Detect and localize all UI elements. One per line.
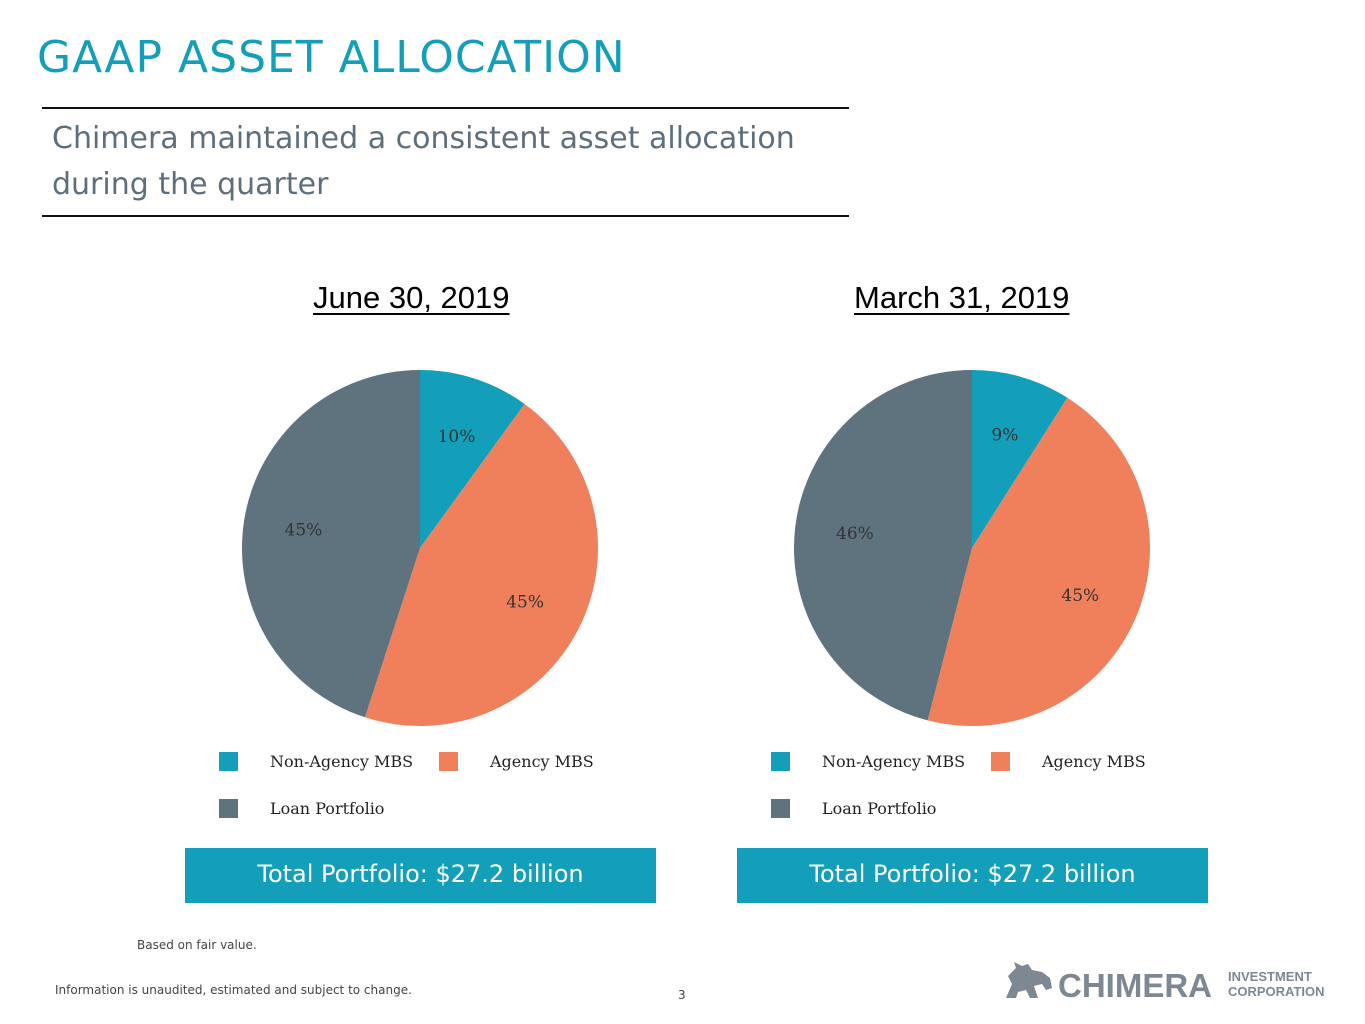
chimera-creature-icon xyxy=(1006,962,1052,998)
slice-agency-mbs xyxy=(927,397,1150,726)
legend-swatch xyxy=(439,752,458,771)
logo-line1: INVESTMENT xyxy=(1228,969,1312,984)
footnote: Based on fair value. xyxy=(137,938,257,952)
legend-label: Agency MBS xyxy=(490,752,594,771)
subtitle-divider xyxy=(42,215,849,217)
page-number: 3 xyxy=(678,988,686,1002)
chart-title-march: March 31, 2019 xyxy=(854,280,1070,315)
label-agency-mbs: 45% xyxy=(506,593,544,613)
pie-chart-june: 10% 45% 45% xyxy=(242,370,598,726)
slice-loan-portfolio xyxy=(793,370,972,721)
slice-non-agency-mbs xyxy=(420,370,525,548)
total-portfolio-june: Total Portfolio: $27.2 billion xyxy=(185,848,656,903)
chimera-logo: CHIMERA INVESTMENT CORPORATION xyxy=(1006,962,1325,1002)
logo-line2: CORPORATION xyxy=(1228,984,1325,999)
slide-subtitle: Chimera maintained a consistent asset al… xyxy=(52,121,795,202)
label-loan-portfolio: 46% xyxy=(836,524,874,544)
total-portfolio-march: Total Portfolio: $27.2 billion xyxy=(737,848,1208,903)
slice-agency-mbs xyxy=(364,403,598,726)
legend-swatch xyxy=(219,799,238,818)
legend-label: Loan Portfolio xyxy=(270,799,385,818)
label-agency-mbs: 45% xyxy=(1061,586,1099,606)
legend-label: Non-Agency MBS xyxy=(270,752,414,771)
legend-label: Loan Portfolio xyxy=(822,799,937,818)
legend-label: Agency MBS xyxy=(1042,752,1146,771)
slice-non-agency-mbs xyxy=(972,370,1068,548)
title-divider xyxy=(42,107,849,109)
chart-title-june: June 30, 2019 xyxy=(313,280,510,315)
legend-swatch xyxy=(771,752,790,771)
label-non-agency-mbs: 9% xyxy=(991,426,1018,446)
logo-company-name: CHIMERA xyxy=(1058,967,1212,1002)
slice-loan-portfolio xyxy=(242,370,420,718)
legend-swatch xyxy=(991,752,1010,771)
legend-swatch xyxy=(771,799,790,818)
pie-chart-march: 9% 45% 46% xyxy=(793,370,1150,726)
disclaimer: Information is unaudited, estimated and … xyxy=(55,983,412,997)
label-loan-portfolio: 45% xyxy=(285,521,323,541)
slide-title: GAAP ASSET ALLOCATION xyxy=(37,32,626,83)
legend-swatch xyxy=(219,752,238,771)
legend-label: Non-Agency MBS xyxy=(822,752,966,771)
label-non-agency-mbs: 10% xyxy=(438,427,476,447)
